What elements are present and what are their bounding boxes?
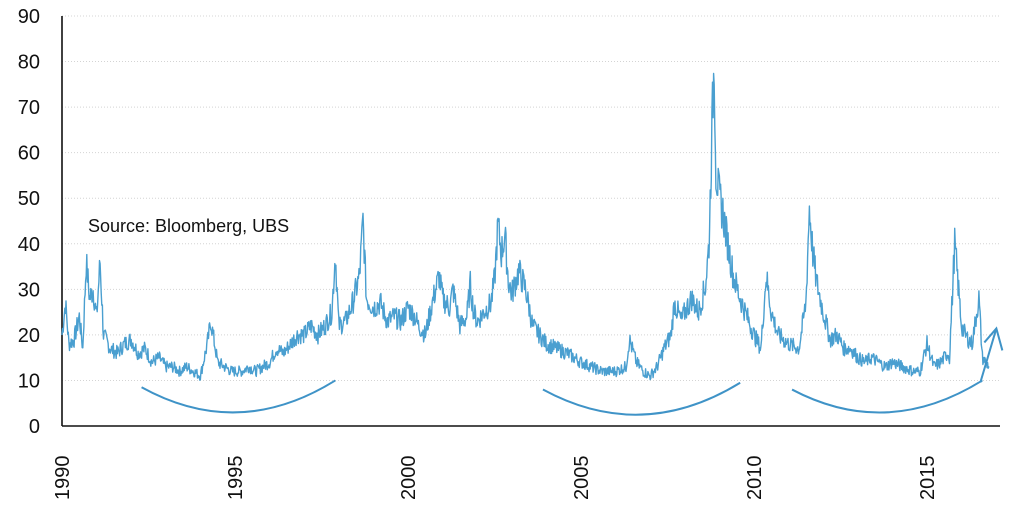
y-tick-label: 70 [18,97,40,119]
y-tick-label: 40 [18,234,40,256]
x-tick-label: 2015 [917,456,939,501]
x-tick-label: 2005 [571,456,593,501]
y-tick-label: 0 [29,416,40,438]
trend-arc [542,381,741,416]
trend-arrow-head [983,326,1004,351]
x-tick-label: 2000 [398,456,420,501]
series-line [61,72,990,381]
x-tick-label: 1995 [225,456,247,501]
y-tick-label: 60 [18,143,40,165]
y-tick-label: 20 [18,325,40,347]
y-tick-label: 30 [18,279,40,301]
y-tick-label: 90 [18,6,40,28]
x-axis-tick-labels: 1990 1995 2000 2005 2010 2015 [52,456,939,501]
y-axis-tick-labels: 0 10 20 30 40 50 60 70 80 90 [18,6,40,438]
trend-arcs [141,326,1004,416]
trend-arc [141,379,336,414]
y-tick-label: 50 [18,188,40,210]
y-tick-label: 80 [18,52,40,74]
source-annotation: Source: Bloomberg, UBS [88,216,289,236]
x-tick-label: 1990 [52,456,74,501]
y-tick-label: 10 [18,370,40,392]
series-layer [61,72,990,381]
x-tick-label: 2010 [744,456,766,501]
trend-arc [791,379,983,414]
trend-arrow-shaft [979,328,998,383]
gridlines [62,15,1000,381]
